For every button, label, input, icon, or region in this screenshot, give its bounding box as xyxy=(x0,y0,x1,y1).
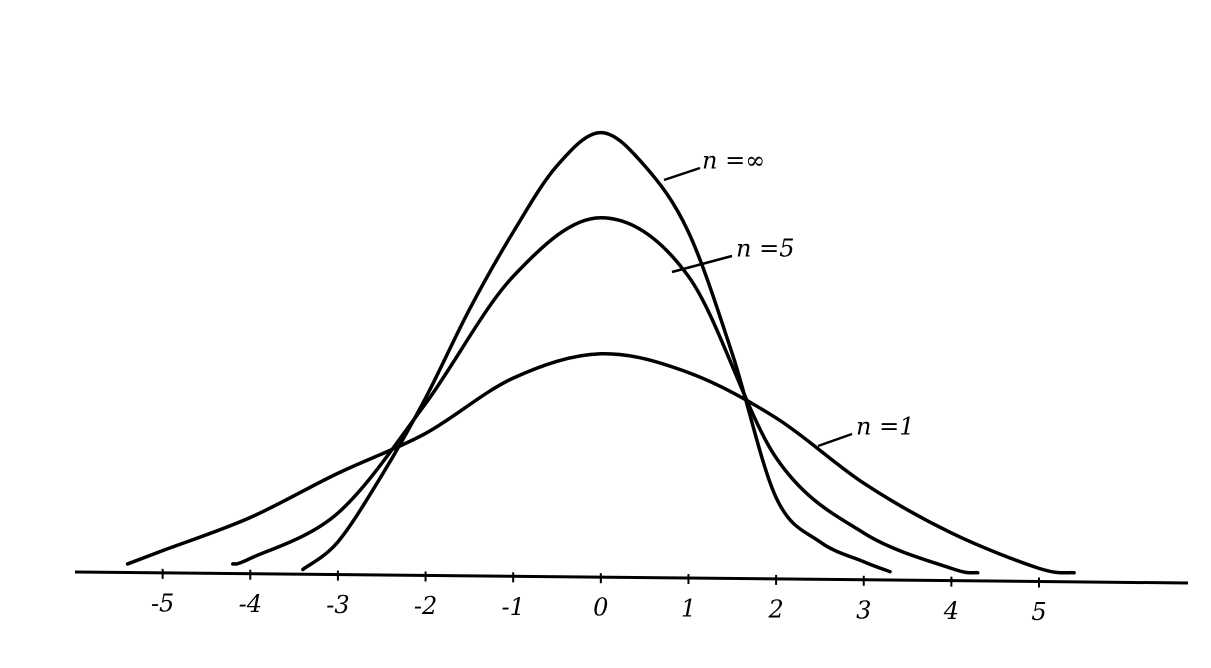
x-tick-label: -4 xyxy=(239,590,262,618)
x-tick-label: 0 xyxy=(593,594,608,622)
x-tick-label: -5 xyxy=(151,589,174,617)
curve xyxy=(125,352,1076,575)
x-axis xyxy=(74,570,1189,585)
curve xyxy=(301,130,892,574)
label-leader xyxy=(663,166,701,182)
x-tick-label: -1 xyxy=(501,593,524,621)
series-label: n =1 xyxy=(856,413,914,441)
label-leader xyxy=(671,254,733,274)
x-tick-label: 2 xyxy=(767,595,783,623)
x-tick-label: -3 xyxy=(326,591,349,619)
x-tick-label: 1 xyxy=(681,595,696,623)
x-tick-label: 5 xyxy=(1031,598,1046,626)
label-leader xyxy=(817,432,853,448)
curve xyxy=(230,216,980,575)
x-tick-label: -2 xyxy=(414,592,437,620)
series-label: n =∞ xyxy=(702,147,765,175)
series-label: n =5 xyxy=(736,235,794,263)
x-tick-label: 4 xyxy=(943,597,959,625)
x-tick-label: 3 xyxy=(856,596,871,624)
